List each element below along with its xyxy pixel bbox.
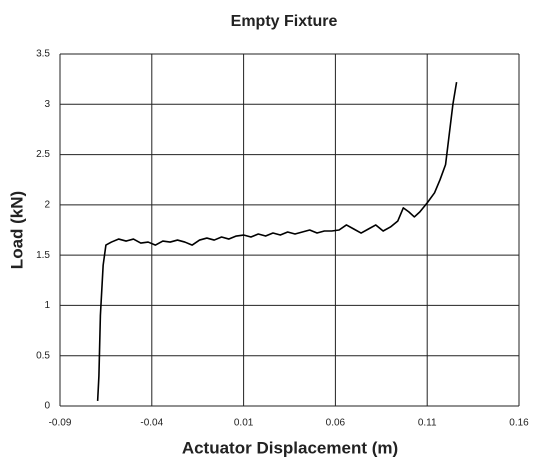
y-tick-label: 0 (44, 401, 50, 412)
y-tick-label: 1 (44, 300, 50, 311)
x-tick-label: -0.09 (49, 418, 72, 429)
data-line (96, 82, 458, 402)
y-tick-label: 3 (44, 99, 50, 110)
y-tick-label: 3.5 (36, 49, 50, 60)
y-axis-label: Load (kN) (7, 191, 26, 269)
y-tick-label: 1.5 (36, 250, 50, 261)
x-tick-label: 0.16 (509, 418, 529, 429)
x-axis-label: Actuator Displacement (m) (182, 438, 398, 457)
y-tick-label: 2 (44, 199, 50, 210)
x-tick-label: 0.11 (418, 418, 437, 429)
chart-title: Empty Fixture (231, 13, 338, 30)
x-tick-label: 0.01 (234, 418, 254, 429)
x-tick-label: 0.06 (326, 418, 346, 429)
y-tick-label: 2.5 (36, 149, 50, 160)
x-tick-label: -0.04 (140, 418, 163, 429)
y-tick-label: 0.5 (36, 350, 50, 361)
